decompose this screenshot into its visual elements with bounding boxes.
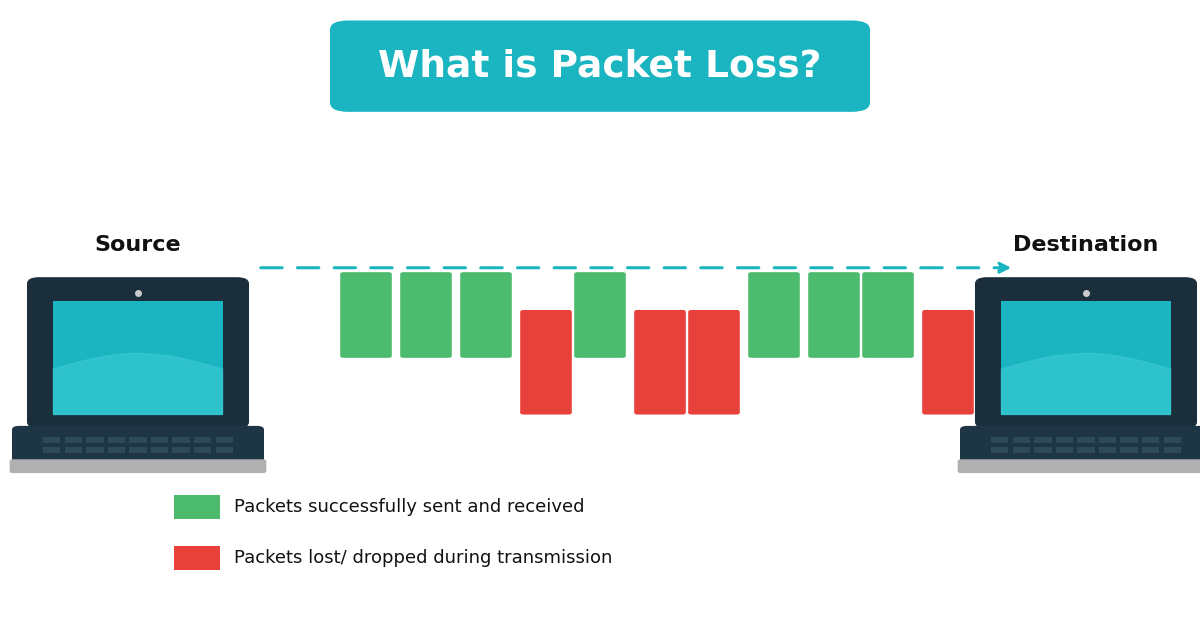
Bar [1034, 437, 1051, 444]
Bar [194, 447, 211, 454]
Polygon shape [54, 353, 223, 415]
FancyBboxPatch shape [330, 21, 870, 112]
FancyBboxPatch shape [461, 272, 512, 358]
Bar [173, 437, 190, 444]
Text: Source: Source [95, 235, 181, 255]
Bar [1121, 437, 1138, 444]
Text: Packets successfully sent and received: Packets successfully sent and received [234, 498, 584, 516]
FancyBboxPatch shape [341, 272, 391, 358]
FancyBboxPatch shape [809, 272, 860, 358]
Bar [86, 437, 103, 444]
Bar [173, 447, 190, 454]
Bar [1056, 437, 1073, 444]
Bar [130, 437, 146, 444]
Text: Destination: Destination [1013, 235, 1159, 255]
FancyBboxPatch shape [174, 495, 220, 519]
Bar [216, 447, 233, 454]
Bar [1164, 437, 1181, 444]
FancyBboxPatch shape [10, 459, 266, 473]
Bar [1164, 447, 1181, 454]
FancyBboxPatch shape [521, 310, 571, 415]
Bar [1078, 437, 1094, 444]
FancyBboxPatch shape [749, 272, 800, 358]
Bar [991, 437, 1008, 444]
Bar [1142, 437, 1159, 444]
Bar [65, 437, 82, 444]
Bar [1013, 447, 1030, 454]
Bar [108, 437, 125, 444]
Text: What is Packet Loss?: What is Packet Loss? [378, 48, 822, 84]
FancyBboxPatch shape [974, 277, 1198, 428]
FancyBboxPatch shape [400, 272, 451, 358]
FancyBboxPatch shape [689, 310, 739, 415]
Bar [86, 447, 103, 454]
Bar [1078, 447, 1094, 454]
Bar [130, 447, 146, 454]
FancyBboxPatch shape [574, 272, 626, 358]
Bar [1099, 447, 1116, 454]
Bar [1013, 437, 1030, 444]
FancyBboxPatch shape [174, 546, 220, 570]
FancyBboxPatch shape [28, 277, 250, 428]
FancyBboxPatch shape [863, 272, 914, 358]
Bar [1142, 447, 1159, 454]
Bar [991, 447, 1008, 454]
Bar [43, 447, 60, 454]
FancyBboxPatch shape [960, 426, 1200, 465]
Bar [1056, 447, 1073, 454]
Bar [65, 447, 82, 454]
Bar [151, 437, 168, 444]
FancyBboxPatch shape [12, 426, 264, 465]
FancyBboxPatch shape [958, 459, 1200, 473]
FancyBboxPatch shape [635, 310, 686, 415]
Bar [1034, 447, 1051, 454]
Bar [43, 437, 60, 444]
Bar [194, 437, 211, 444]
Bar [216, 437, 233, 444]
FancyBboxPatch shape [923, 310, 974, 415]
Text: Packets lost/ dropped during transmission: Packets lost/ dropped during transmissio… [234, 549, 612, 566]
Bar [108, 447, 125, 454]
Bar [1099, 437, 1116, 444]
Bar [151, 447, 168, 454]
Bar [1121, 447, 1138, 454]
Polygon shape [1001, 353, 1171, 415]
FancyBboxPatch shape [54, 301, 223, 415]
FancyBboxPatch shape [1001, 301, 1171, 415]
